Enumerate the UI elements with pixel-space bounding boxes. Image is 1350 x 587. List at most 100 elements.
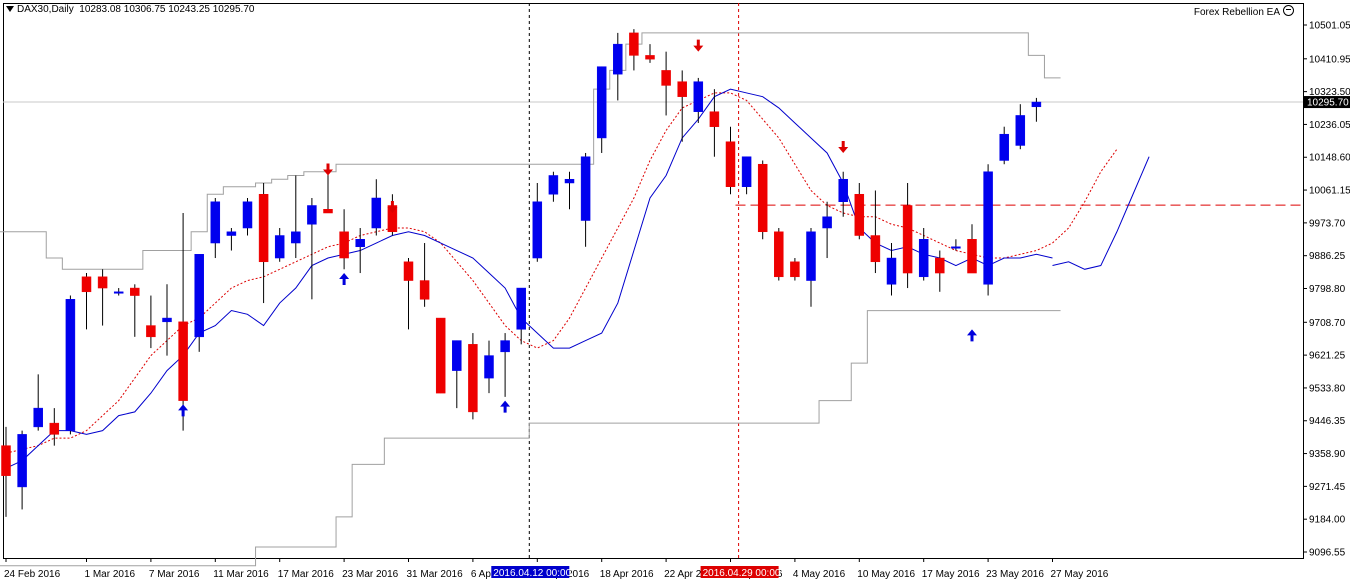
candle-body [339,231,349,259]
candle-body [1,445,11,476]
candle-body [725,141,736,187]
price-axis-label: 9271.45 [1309,482,1346,493]
price-axis-label: 9621.25 [1309,351,1346,362]
candle-body [419,280,430,300]
candle-body [741,156,752,187]
buy-signal-arrow-icon [967,329,977,342]
candle-body [258,193,269,263]
ohlc-values: 10283.08 10306.75 10243.25 10295.70 [79,4,255,15]
candle-body [113,291,124,294]
time-axis-label: 18 Apr 2016 [600,569,654,580]
price-axis-label: 9708.70 [1309,318,1346,329]
candle-body [838,178,848,202]
candle-body [774,231,784,278]
price-axis-label: 9358.90 [1309,449,1346,460]
candle-body [194,254,204,338]
candle-body [291,231,301,244]
candle-body [355,239,365,248]
candle-body [81,276,92,293]
expert-advisor-label[interactable]: Forex Rebellion EA [1194,5,1294,18]
time-axis-label: 17 May 2016 [922,569,980,580]
candle-body [902,205,913,274]
price-axis-label: 10148.60 [1309,153,1350,164]
price-axis-label: 10236.05 [1309,120,1350,131]
candle-body [1031,101,1042,108]
candle-body [226,231,237,236]
candle-body [17,434,27,488]
candle-body [709,111,720,127]
slow-ma-projection-line [1052,148,1118,244]
price-axis-label: 10061.15 [1309,186,1350,197]
candle-body [967,239,977,274]
candle-body [97,276,108,289]
candle-body [677,81,687,97]
time-axis-label: 1 Mar 2016 [85,569,136,580]
candle-body [822,216,832,229]
candle-body [870,235,881,263]
time-axis-label: 4 May 2016 [793,569,846,580]
sell-signal-arrow-icon [693,39,704,52]
candle-body [661,70,671,86]
candle-body [693,81,704,112]
candle-body [854,193,865,236]
buy-signal-arrow-icon [178,404,189,417]
candle-body [435,317,446,394]
candle-body [580,156,591,221]
candle-body [951,246,961,249]
candle-body [162,317,172,323]
price-axis-label: 9096.55 [1309,548,1346,559]
candle-body [33,407,43,428]
candle-body [1015,115,1026,146]
candle-body [757,163,768,233]
buy-signal-arrow-icon [339,273,350,286]
candle-body [210,201,221,244]
ea-status-icon [1283,5,1294,16]
candle-body [918,239,929,278]
price-axis-label: 9973.70 [1309,218,1346,229]
price-axis-label: 10323.50 [1309,87,1350,98]
candle-body [371,197,382,229]
dropdown-triangle-icon[interactable] [6,6,14,13]
crosshair-time-tag [491,566,570,578]
candle-body [242,201,253,229]
candle-body [500,340,510,353]
crosshair-time-tag [700,566,779,578]
candle-body [403,261,414,281]
time-axis-label: 17 Mar 2016 [278,569,335,580]
current-price-tag [1304,96,1350,109]
price-axis-label: 9184.00 [1309,515,1346,526]
time-axis-label: 23 Mar 2016 [342,569,399,580]
candle-body [596,66,607,139]
candle-body [645,55,655,60]
ea-name: Forex Rebellion EA [1193,7,1280,18]
candle-body [613,43,623,75]
buy-signal-arrow-icon [500,400,511,413]
price-axis-label: 9886.25 [1309,251,1346,262]
price-axis-label: 10501.05 [1309,21,1350,32]
candle-body [790,261,800,278]
fast-ma-projection-line [1052,156,1150,270]
candle-body [178,321,188,401]
candle-body [564,178,575,184]
time-axis-label: 11 Mar 2016 [213,569,269,580]
candle-body [452,340,462,371]
candle-body [516,287,526,330]
current-price-label: 10295.70 [1307,98,1349,109]
candle-body [629,32,639,56]
candle-body [146,325,156,338]
price-axis-label: 9533.80 [1309,383,1346,394]
candle-body [548,175,559,195]
candle-body [886,257,897,285]
sell-signal-arrow-icon [387,201,398,214]
time-axis-label: 10 May 2016 [857,569,915,580]
chart-title: DAX30,Daily 10283.08 10306.75 10243.25 1… [6,4,254,15]
time-axis-label: 31 Mar 2016 [407,569,464,580]
channel-upper-line [0,32,1061,270]
candle-body [468,344,478,413]
candle-body [935,257,945,274]
candle-body [532,201,543,259]
symbol-label: DAX30,Daily [17,4,74,15]
candle-body [49,422,60,435]
